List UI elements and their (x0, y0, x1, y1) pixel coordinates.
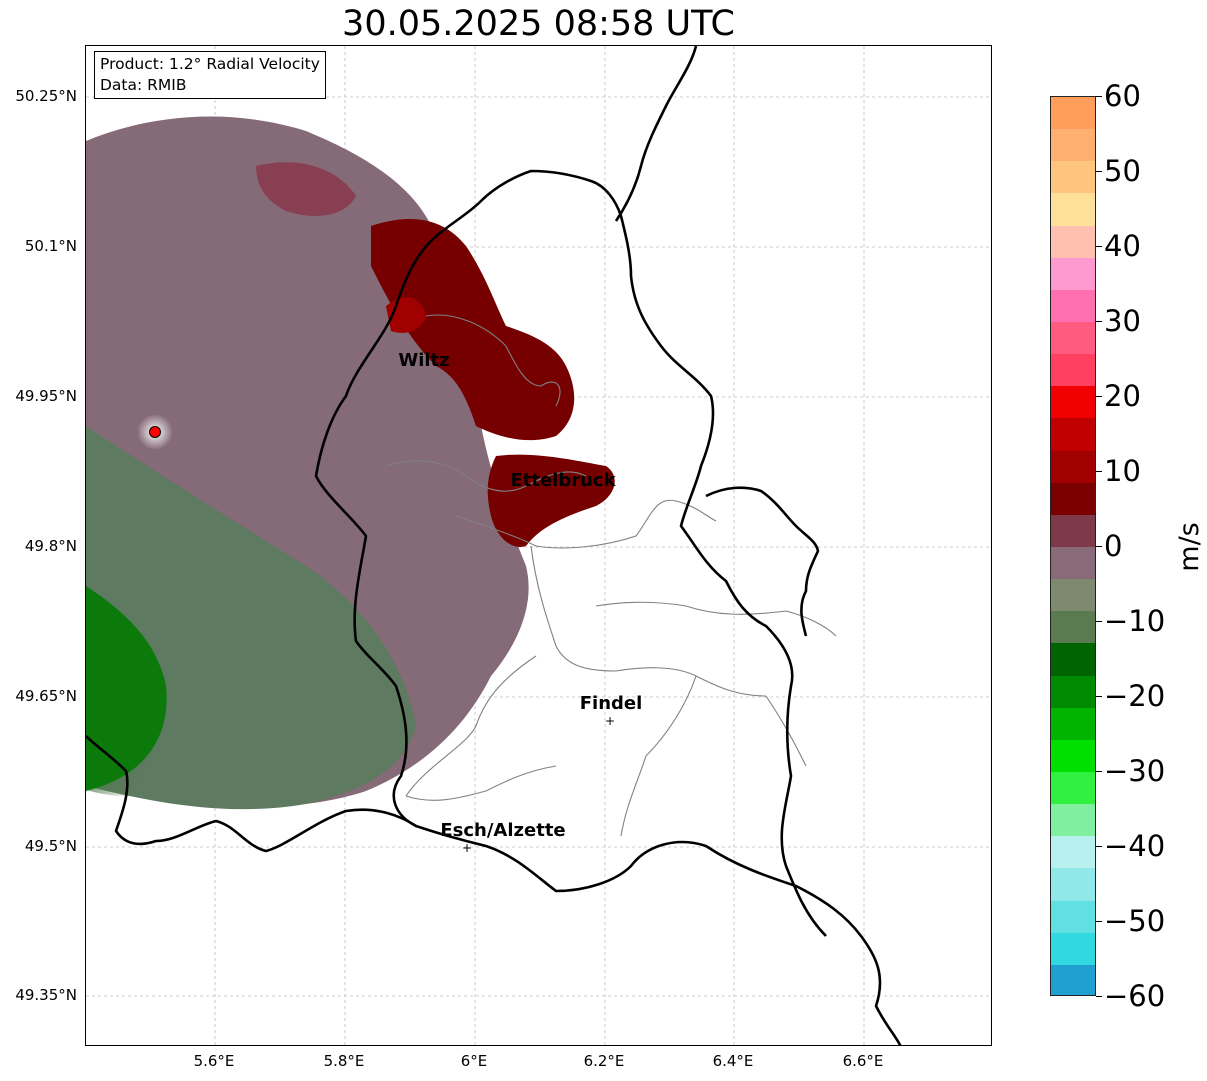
esch-marker-icon: + (461, 841, 473, 855)
colorbar-segment (1051, 289, 1095, 323)
colorbar-tick-label: 50 (1104, 154, 1141, 188)
lon-label-6: 6.6°E (842, 1052, 884, 1070)
colorbar (1050, 96, 1096, 996)
colorbar-segment (1051, 482, 1095, 516)
colorbar-tick-mark (1096, 396, 1102, 397)
colorbar-tick-mark (1096, 471, 1102, 472)
colorbar-tick-mark (1096, 321, 1102, 322)
colorbar-segment (1051, 900, 1095, 934)
colorbar-segment (1051, 836, 1095, 870)
lon-label-2: 5.8°E (323, 1052, 365, 1070)
lat-label-7: 49.35°N (15, 986, 77, 1004)
colorbar-tick-label: 20 (1104, 379, 1141, 413)
radar-map-svg (86, 46, 991, 1045)
colorbar-segment (1051, 611, 1095, 645)
city-label-findel: Findel (579, 693, 643, 714)
colorbar-tick-mark (1096, 246, 1102, 247)
lat-label-5: 49.65°N (15, 687, 77, 705)
colorbar-tick-mark (1096, 96, 1102, 97)
product-text: Product: 1.2° Radial Velocity (100, 55, 320, 73)
lat-label-6: 49.5°N (24, 837, 77, 855)
colorbar-segment (1051, 964, 1095, 995)
colorbar-segment (1051, 386, 1095, 420)
lat-label-3: 49.95°N (15, 387, 77, 405)
colorbar-segment (1051, 932, 1095, 966)
colorbar-tick-label: 30 (1104, 304, 1141, 338)
lat-label-1: 50.25°N (15, 87, 77, 105)
findel-marker-icon: + (604, 714, 616, 728)
colorbar-segment (1051, 225, 1095, 259)
colorbar-tick-label: 40 (1104, 229, 1141, 263)
colorbar-tick-label: 60 (1104, 79, 1141, 113)
colorbar-segment (1051, 514, 1095, 548)
colorbar-segment (1051, 161, 1095, 195)
data-source-text: Data: RMIB (100, 76, 187, 94)
colorbar-segment (1051, 804, 1095, 838)
colorbar-segment (1051, 129, 1095, 163)
lon-label-3: 6°E (460, 1052, 488, 1070)
product-info-box: Product: 1.2° Radial Velocity Data: RMIB (94, 51, 326, 99)
lat-label-4: 49.8°N (24, 537, 77, 555)
map-plot-area[interactable] (85, 45, 992, 1046)
colorbar-tick-label: −20 (1104, 679, 1166, 713)
map-title: 30.05.2025 08:58 UTC (342, 4, 735, 44)
colorbar-tick-label: −50 (1104, 904, 1166, 938)
colorbar-segment (1051, 675, 1095, 709)
colorbar-segment (1051, 257, 1095, 291)
colorbar-segment (1051, 643, 1095, 677)
colorbar-tick-label: −30 (1104, 754, 1166, 788)
colorbar-segment (1051, 772, 1095, 806)
colorbar-segment (1051, 450, 1095, 484)
city-label-wiltz: Wiltz (398, 350, 450, 371)
colorbar-tick-mark (1096, 921, 1102, 922)
lon-label-5: 6.4°E (712, 1052, 754, 1070)
colorbar-tick-mark (1096, 846, 1102, 847)
colorbar-tick-mark (1096, 771, 1102, 772)
colorbar-unit-label: m/s (1174, 522, 1206, 572)
colorbar-segment (1051, 97, 1095, 131)
district-boundaries (385, 314, 837, 837)
colorbar-segment (1051, 739, 1095, 773)
colorbar-tick-mark (1096, 696, 1102, 697)
colorbar-segment (1051, 579, 1095, 613)
colorbar-segment (1051, 707, 1095, 741)
national-border (86, 46, 902, 1045)
colorbar-tick-label: −10 (1104, 604, 1166, 638)
colorbar-tick-mark (1096, 621, 1102, 622)
colorbar-tick-mark (1096, 171, 1102, 172)
colorbar-tick-label: 10 (1104, 454, 1141, 488)
colorbar-tick-label: −40 (1104, 829, 1166, 863)
lon-label-4: 6.2°E (583, 1052, 625, 1070)
colorbar-segment (1051, 868, 1095, 902)
colorbar-segment (1051, 322, 1095, 356)
colorbar-segment (1051, 193, 1095, 227)
radar-site-marker (149, 426, 161, 438)
lon-label-1: 5.6°E (193, 1052, 235, 1070)
colorbar-tick-mark (1096, 546, 1102, 547)
colorbar-tick-label: 0 (1104, 529, 1123, 563)
city-label-esch-alzette: Esch/Alzette (440, 820, 566, 841)
city-label-ettelbruck: Ettelbruck (510, 470, 616, 491)
lat-label-2: 50.1°N (24, 237, 77, 255)
colorbar-tick-label: −60 (1104, 979, 1166, 1013)
colorbar-segment (1051, 547, 1095, 581)
colorbar-tick-mark (1096, 996, 1102, 997)
colorbar-segment (1051, 418, 1095, 452)
radar-echoes (86, 116, 615, 810)
colorbar-segment (1051, 354, 1095, 388)
